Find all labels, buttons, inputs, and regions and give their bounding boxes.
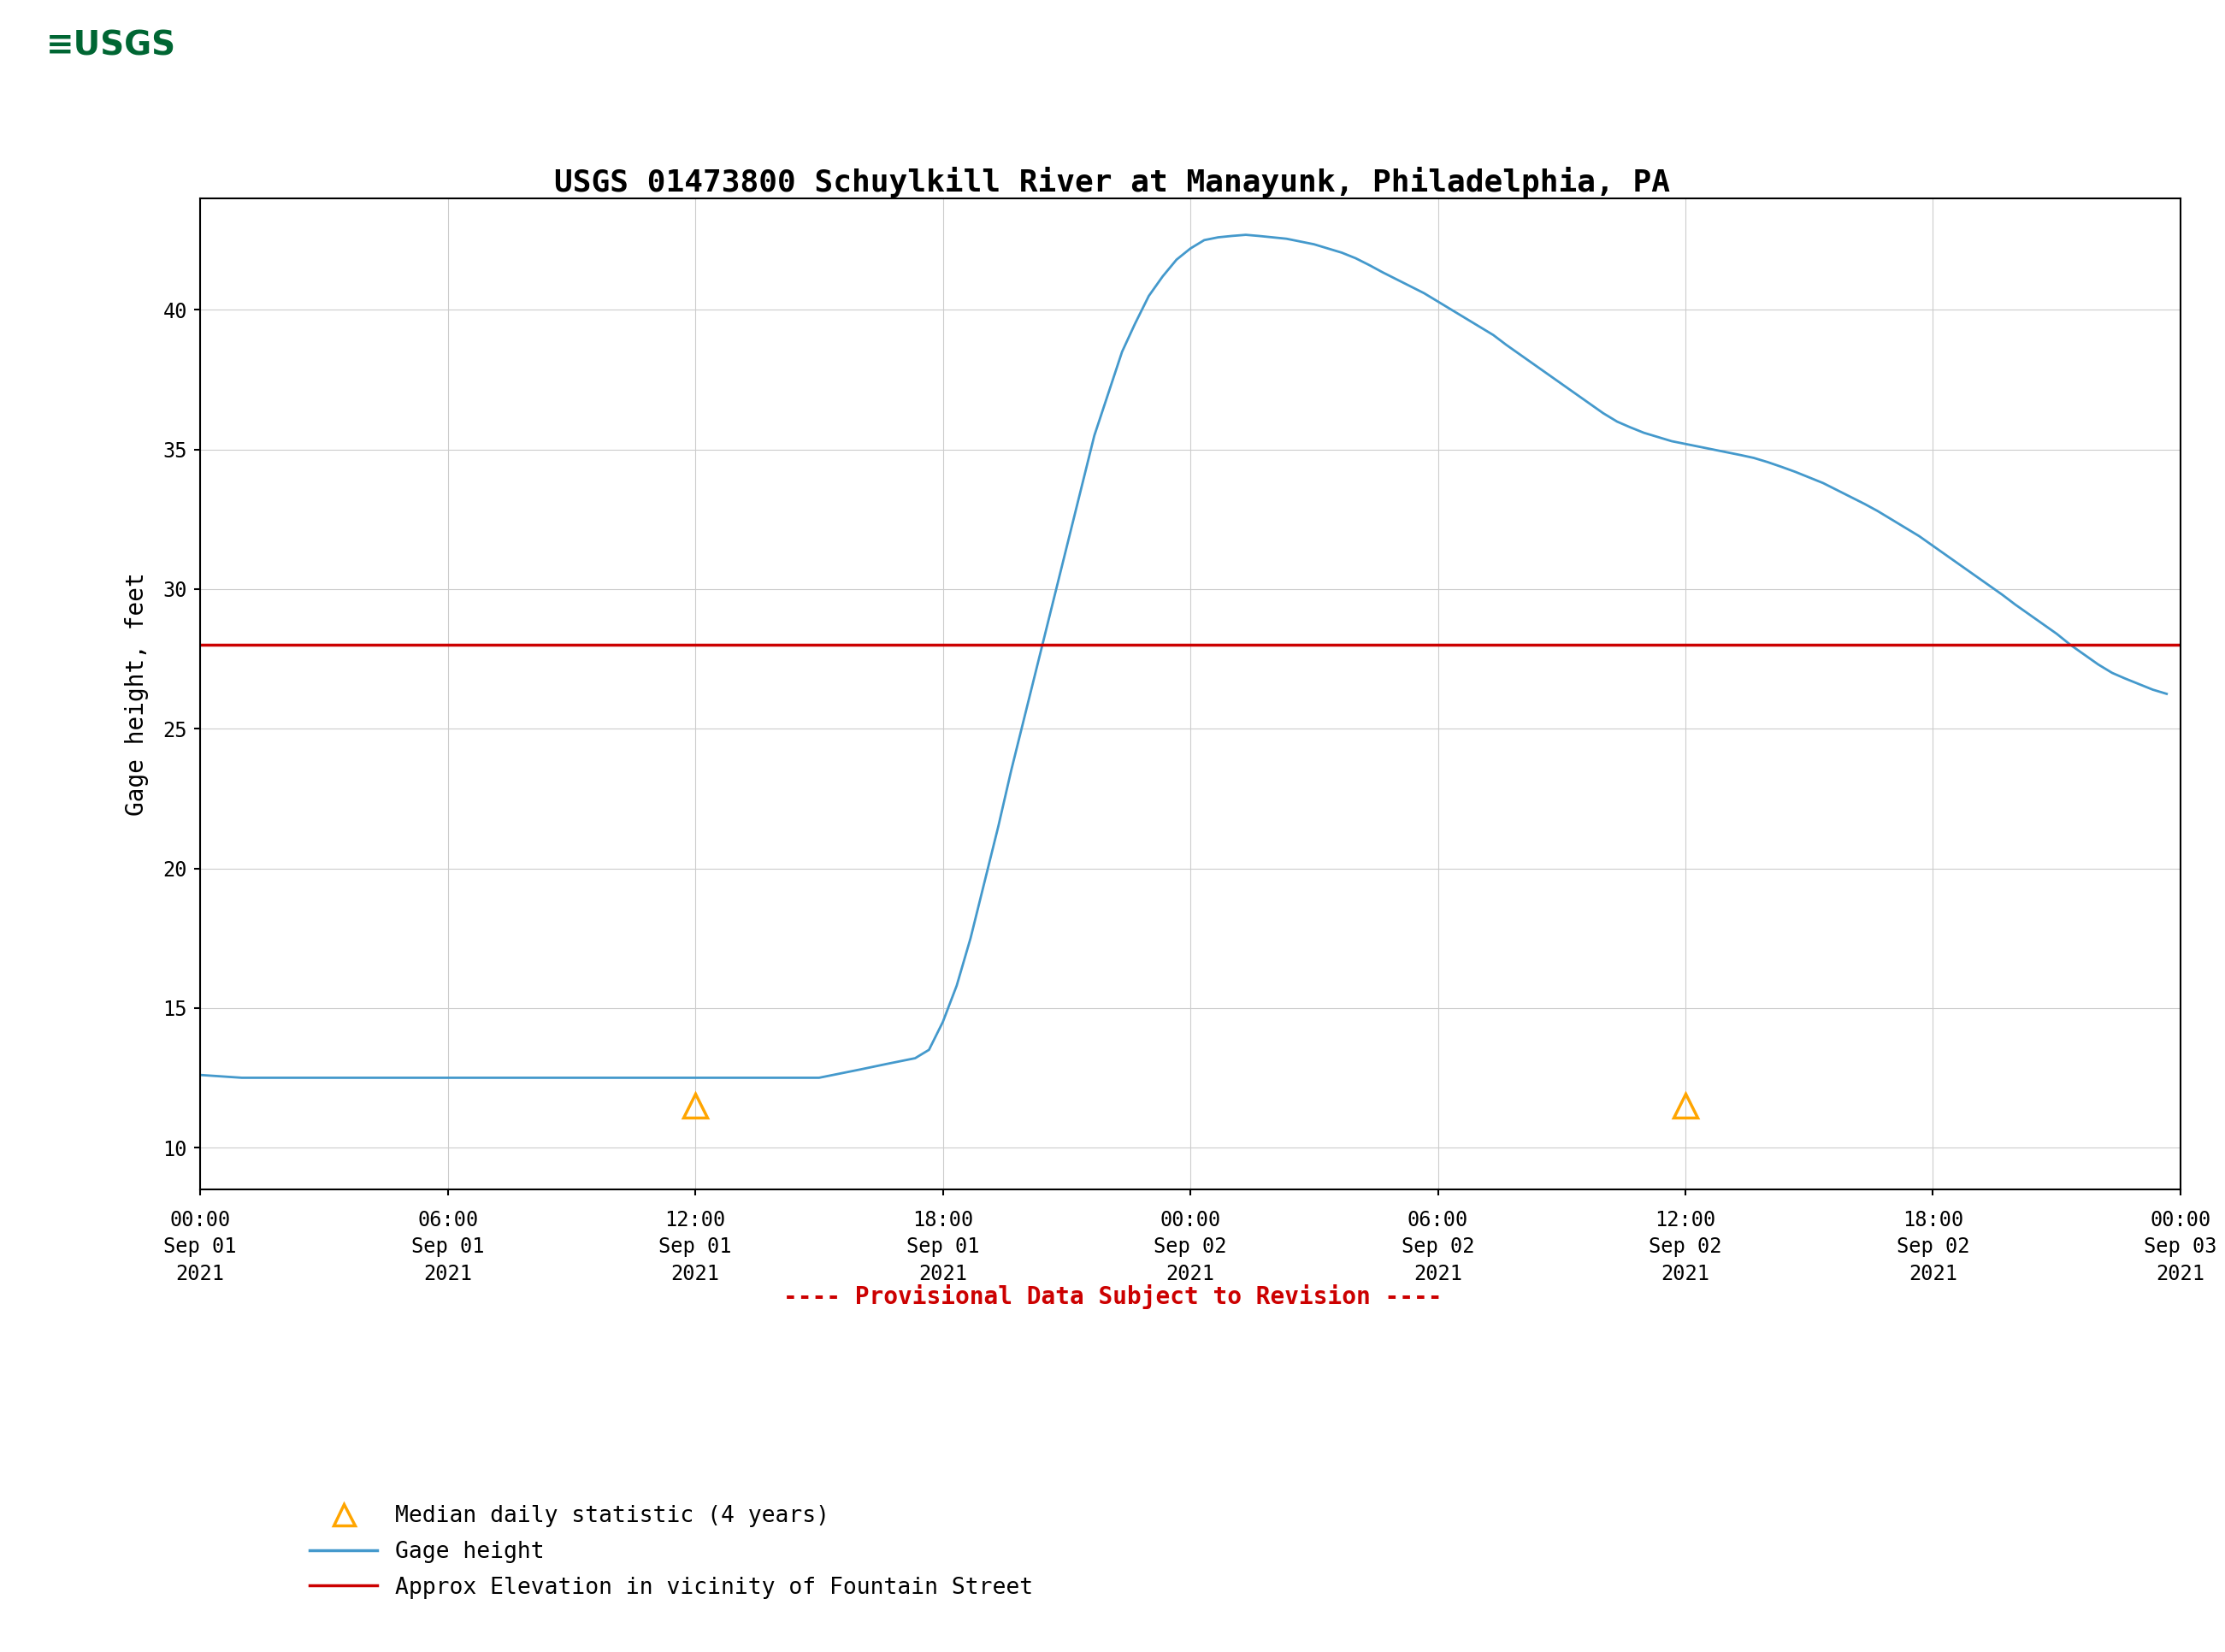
Gage height (1039, 593, 1066, 613)
Text: ≡USGS: ≡USGS (47, 30, 176, 61)
Y-axis label: Gage height, feet: Gage height, feet (125, 572, 149, 816)
Text: USGS 01473800 Schuylkill River at Manayunk, Philadelphia, PA: USGS 01473800 Schuylkill River at Manayu… (554, 167, 1671, 198)
Gage height (1549, 373, 1575, 393)
Text: ---- Provisional Data Subject to Revision ----: ---- Provisional Data Subject to Revisio… (783, 1284, 1442, 1310)
Approx Elevation in vicinity of Fountain Street (187, 634, 214, 654)
Approx Elevation in vicinity of Fountain Street (1177, 634, 1204, 654)
Gage height (1368, 263, 1395, 282)
Gage height (1219, 226, 1246, 246)
Line: Gage height: Gage height (200, 235, 2167, 1077)
Legend: Median daily statistic (4 years), Gage height, Approx Elevation in vicinity of F: Median daily statistic (4 years), Gage h… (300, 1495, 1041, 1607)
Gage height (187, 1066, 214, 1085)
Gage height (997, 760, 1023, 780)
FancyBboxPatch shape (11, 7, 211, 84)
Gage height (229, 1067, 256, 1087)
Gage height (2154, 684, 2180, 704)
Gage height (2125, 674, 2152, 694)
Gage height (1233, 225, 1259, 244)
